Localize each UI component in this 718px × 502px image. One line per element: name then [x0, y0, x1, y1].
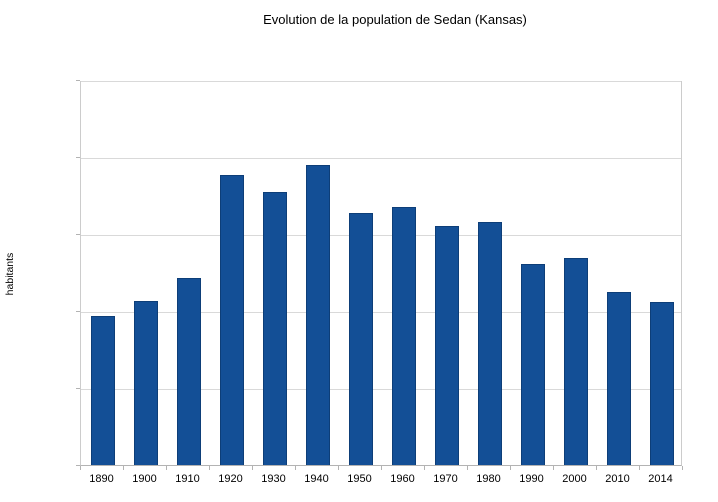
- gridline-1500: [81, 235, 681, 236]
- y-tick-mark-2500: [76, 80, 80, 81]
- x-tick-label-1940: 1940: [304, 473, 329, 485]
- bar-2000: [563, 258, 588, 465]
- bar-1960: [391, 207, 416, 465]
- gridline-1000: [81, 312, 681, 313]
- x-tick-mark-0: [80, 466, 81, 470]
- x-tick-mark-5: [295, 466, 296, 470]
- bar-1980: [477, 221, 502, 465]
- bar-1900: [133, 301, 158, 465]
- x-tick-label-1900: 1900: [132, 473, 157, 485]
- bar-1970: [434, 226, 459, 465]
- y-tick-mark-500: [76, 388, 80, 389]
- x-tick-label-1910: 1910: [175, 473, 200, 485]
- x-tick-label-2000: 2000: [562, 473, 587, 485]
- y-tick-mark-1500: [76, 234, 80, 235]
- x-tick-mark-1: [123, 466, 124, 470]
- bar-1920: [219, 174, 244, 465]
- x-tick-label-2010: 2010: [605, 473, 630, 485]
- x-tick-mark-13: [639, 466, 640, 470]
- bar-1990: [520, 263, 545, 465]
- x-tick-label-1890: 1890: [89, 473, 114, 485]
- x-tick-mark-4: [252, 466, 253, 470]
- plot-area: [80, 81, 682, 466]
- chart-title: Evolution de la population de Sedan (Kan…: [263, 12, 527, 27]
- bar-1950: [348, 212, 373, 465]
- x-tick-label-2014: 2014: [648, 473, 673, 485]
- y-axis-title: habitants: [4, 252, 16, 296]
- bar-1910: [176, 278, 201, 465]
- gridline-500: [81, 389, 681, 390]
- x-tick-mark-2: [166, 466, 167, 470]
- x-tick-label-1980: 1980: [476, 473, 501, 485]
- x-tick-mark-11: [553, 466, 554, 470]
- x-tick-label-1970: 1970: [433, 473, 458, 485]
- y-tick-mark-0: [76, 465, 80, 466]
- y-tick-mark-1000: [76, 311, 80, 312]
- bar-2014: [649, 301, 674, 465]
- x-tick-mark-10: [510, 466, 511, 470]
- gridline-2000: [81, 158, 681, 159]
- x-tick-mark-8: [424, 466, 425, 470]
- x-tick-label-1990: 1990: [519, 473, 544, 485]
- x-tick-label-1930: 1930: [261, 473, 286, 485]
- x-tick-mark-6: [338, 466, 339, 470]
- x-tick-label-1920: 1920: [218, 473, 243, 485]
- x-tick-label-1960: 1960: [390, 473, 415, 485]
- x-tick-mark-3: [209, 466, 210, 470]
- x-tick-mark-7: [381, 466, 382, 470]
- gridline-2500: [81, 81, 681, 82]
- bar-1890: [90, 315, 115, 465]
- x-tick-mark-12: [596, 466, 597, 470]
- bar-1940: [305, 165, 330, 465]
- y-tick-mark-2000: [76, 157, 80, 158]
- bar-1930: [262, 191, 287, 465]
- bar-2010: [606, 291, 631, 465]
- x-tick-label-1950: 1950: [347, 473, 372, 485]
- x-tick-mark-14: [682, 466, 683, 470]
- x-tick-mark-9: [467, 466, 468, 470]
